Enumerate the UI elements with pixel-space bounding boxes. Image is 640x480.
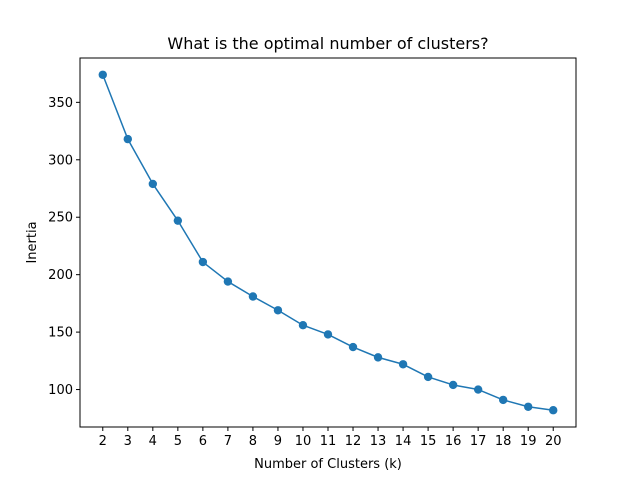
- data-point: [248, 292, 258, 301]
- data-point: [524, 402, 533, 411]
- x-tick-label: 10: [295, 434, 312, 449]
- x-tick-label: 15: [420, 434, 437, 449]
- x-tick-label: 3: [124, 434, 132, 449]
- x-tick-label: 12: [345, 434, 362, 449]
- data-point: [123, 134, 132, 144]
- series-layer: [98, 70, 558, 415]
- data-point: [98, 70, 107, 79]
- x-tick-label: 16: [445, 434, 462, 449]
- x-tick-label: 18: [495, 434, 512, 449]
- data-point: [448, 380, 458, 390]
- y-axis-ticks: 100 150 200 250 300 350: [48, 96, 80, 398]
- data-point: [298, 321, 308, 330]
- data-point: [498, 395, 508, 405]
- data-point: [398, 360, 408, 369]
- x-tick-label: 4: [149, 434, 157, 449]
- y-tick-label: 200: [48, 268, 73, 283]
- data-point: [348, 342, 358, 352]
- plot-frame: [79, 57, 577, 428]
- x-tick-label: 6: [199, 434, 207, 449]
- x-tick-label: 17: [470, 434, 487, 449]
- y-tick-label: 250: [48, 211, 73, 226]
- x-axis-ticks: 2 3 4 5 6 7 8 9 10 11 12 13 14 15 16 17 18 19 20: [99, 427, 562, 449]
- x-tick-label: 14: [395, 434, 412, 449]
- data-point: [173, 216, 183, 225]
- x-tick-label: 20: [545, 434, 562, 449]
- x-tick-label: 5: [174, 434, 182, 449]
- y-tick-label: 100: [48, 383, 73, 398]
- data-point: [373, 353, 383, 362]
- chart-title: What is the optimal number of clusters?: [167, 34, 488, 53]
- x-tick-label: 19: [520, 434, 537, 449]
- data-point: [549, 406, 558, 415]
- y-tick-label: 300: [48, 153, 73, 168]
- data-point: [198, 257, 208, 267]
- data-point: [148, 179, 158, 189]
- x-tick-label: 13: [370, 434, 387, 449]
- y-tick-label: 150: [48, 326, 73, 341]
- x-axis-label: Number of Clusters (k): [254, 457, 402, 472]
- data-point: [223, 277, 233, 286]
- y-tick-label: 350: [48, 96, 73, 111]
- data-point: [323, 330, 333, 339]
- y-axis-label: Inertia: [25, 221, 40, 263]
- x-tick-label: 7: [224, 434, 232, 449]
- data-point: [273, 306, 283, 315]
- data-point: [423, 372, 433, 382]
- data-point: [473, 385, 483, 394]
- x-tick-label: 11: [320, 434, 337, 449]
- x-tick-label: 8: [249, 434, 257, 449]
- x-tick-label: 2: [99, 434, 107, 449]
- x-tick-label: 9: [274, 434, 282, 449]
